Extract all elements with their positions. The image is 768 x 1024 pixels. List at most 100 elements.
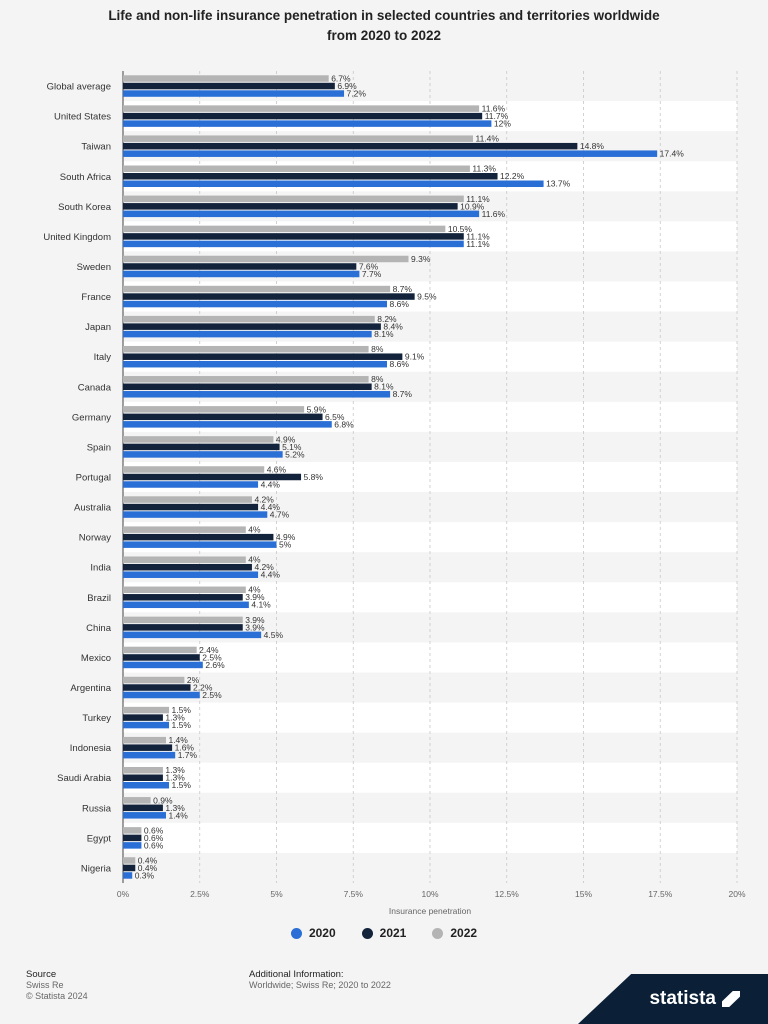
bar-2021-saudi-arabia — [123, 774, 163, 781]
bar-2020-united-states — [123, 120, 492, 127]
x-tick-label: 0% — [117, 889, 130, 899]
source-heading: Source — [26, 969, 57, 980]
bar-2022-nigeria — [123, 857, 136, 864]
bar-2020-india — [123, 571, 259, 578]
data-label-2020-south-korea: 11.6% — [482, 209, 506, 219]
statista-logo[interactable]: statista — [578, 974, 768, 1024]
category-label-south-korea: South Korea — [58, 202, 112, 213]
bar-2020-turkey — [123, 721, 170, 729]
bar-2021-egypt — [123, 834, 142, 842]
legend-item-2020[interactable]: 2020 — [290, 926, 336, 940]
bar-2022-argentina — [123, 676, 185, 684]
x-tick-label: 20% — [728, 889, 745, 899]
chart-title: Life and non-life insurance penetration … — [0, 6, 768, 46]
category-label-canada: Canada — [78, 382, 112, 393]
bar-2022-sweden — [123, 255, 409, 263]
bar-chart: 0% 2.5% 5% 7.5% 10% 12.5% 15% 17.5% 20% Insurance… — [43, 71, 746, 916]
source-block: Source Swiss Re © Statista 2024 — [26, 969, 88, 1002]
legend-swatch-2021 — [361, 927, 373, 939]
bar-2022-australia — [123, 496, 252, 503]
bar-2021-norway — [123, 533, 274, 541]
legend-label-2020: 2020 — [308, 926, 336, 940]
statista-logo-icon — [722, 991, 740, 1007]
data-label-2020-turkey: 1.5% — [172, 720, 192, 730]
bar-2020-australia — [123, 511, 268, 518]
data-label-2022-argentina: 2% — [187, 675, 200, 685]
data-label-2022-italy: 8% — [371, 344, 384, 354]
data-label-2022-portugal: 4.6% — [267, 464, 287, 474]
data-label-2022-norway: 4% — [248, 525, 261, 535]
legend: 2020 2021 2022 — [0, 926, 768, 940]
bar-2022-taiwan — [123, 135, 473, 142]
bar-2021-brazil — [123, 594, 243, 601]
bar-2022-italy — [123, 345, 369, 353]
data-label-2020-taiwan: 17.4% — [660, 149, 685, 159]
category-label-brazil: Brazil — [87, 593, 111, 604]
data-label-2020-italy: 8.6% — [390, 359, 410, 369]
category-label-taiwan: Taiwan — [81, 142, 111, 153]
data-label-2022-south-korea: 11.1% — [466, 194, 490, 204]
legend-swatch-2020 — [290, 927, 302, 939]
bar-2020-global-average — [123, 90, 345, 97]
data-label-2022-united-kingdom: 10.5% — [448, 224, 473, 234]
data-label-2022-australia: 4.2% — [254, 495, 274, 505]
bar-2021-argentina — [123, 684, 191, 691]
data-label-2020-france: 8.6% — [390, 299, 410, 309]
source-name[interactable]: Swiss Re — [26, 980, 64, 990]
bar-2022-china — [123, 616, 243, 624]
x-tick-label: 15% — [575, 889, 592, 899]
data-label-2020-mexico: 2.6% — [205, 660, 225, 670]
legend-swatch-2022 — [432, 927, 444, 939]
category-label-united-states: United States — [54, 112, 111, 123]
data-label-2020-norway: 5% — [279, 540, 292, 550]
statista-logo-text: statista — [649, 988, 716, 1009]
legend-label-2022: 2022 — [450, 926, 478, 940]
category-label-south-africa: South Africa — [60, 172, 112, 183]
bar-2021-russia — [123, 804, 163, 812]
legend-label-2021: 2021 — [379, 926, 407, 940]
bar-2021-italy — [123, 353, 403, 360]
category-label-egypt: Egypt — [87, 833, 112, 844]
bar-2021-france — [123, 293, 415, 300]
data-label-2021-egypt: 0.6% — [144, 833, 164, 843]
data-label-2021-united-states: 11.7% — [485, 111, 509, 121]
bar-2020-norway — [123, 541, 277, 548]
bar-2021-spain — [123, 443, 280, 451]
legend-item-2022[interactable]: 2022 — [432, 926, 477, 940]
category-label-turkey: Turkey — [82, 713, 111, 724]
legend-item-2021[interactable]: 2021 — [361, 926, 407, 940]
x-tick-label: 17.5% — [648, 889, 673, 899]
chart-title-line-1: Life and non-life insurance penetration … — [108, 8, 660, 23]
bar-2021-nigeria — [123, 864, 136, 872]
data-label-2021-united-kingdom: 11.1% — [466, 231, 490, 241]
category-label-portugal: Portugal — [76, 473, 111, 484]
bar-2020-sweden — [123, 270, 360, 278]
bar-2022-india — [123, 556, 246, 563]
bar-2022-egypt — [123, 827, 142, 834]
category-label-germany: Germany — [72, 412, 111, 423]
data-label-2022-russia: 0.9% — [153, 795, 173, 805]
category-label-saudi-arabia: Saudi Arabia — [57, 773, 112, 784]
category-label-indonesia: Indonesia — [70, 743, 112, 754]
bar-2022-brazil — [123, 586, 246, 594]
bar-2022-norway — [123, 526, 246, 533]
bar-2020-brazil — [123, 601, 249, 609]
data-label-2022-france: 8.7% — [393, 284, 413, 294]
bar-2020-japan — [123, 330, 372, 338]
bar-2020-saudi-arabia — [123, 781, 170, 789]
bar-2022-turkey — [123, 706, 170, 714]
data-label-2020-egypt: 0.6% — [144, 840, 164, 850]
data-label-2022-nigeria: 0.4% — [138, 855, 158, 865]
data-label-2021-sweden: 7.6% — [359, 261, 379, 271]
category-label-japan: Japan — [85, 322, 111, 333]
bar-2021-south-korea — [123, 203, 458, 210]
bar-2022-south-korea — [123, 195, 464, 203]
bar-2021-japan — [123, 323, 381, 330]
x-tick-label: 5% — [270, 889, 283, 899]
bar-2022-united-states — [123, 105, 480, 112]
data-label-2022-spain: 4.9% — [276, 434, 296, 444]
data-label-2020-united-states: 12% — [494, 119, 511, 129]
category-label-mexico: Mexico — [81, 653, 111, 664]
data-label-2021-spain: 5.1% — [282, 442, 302, 452]
data-label-2020-portugal: 4.4% — [261, 479, 281, 489]
